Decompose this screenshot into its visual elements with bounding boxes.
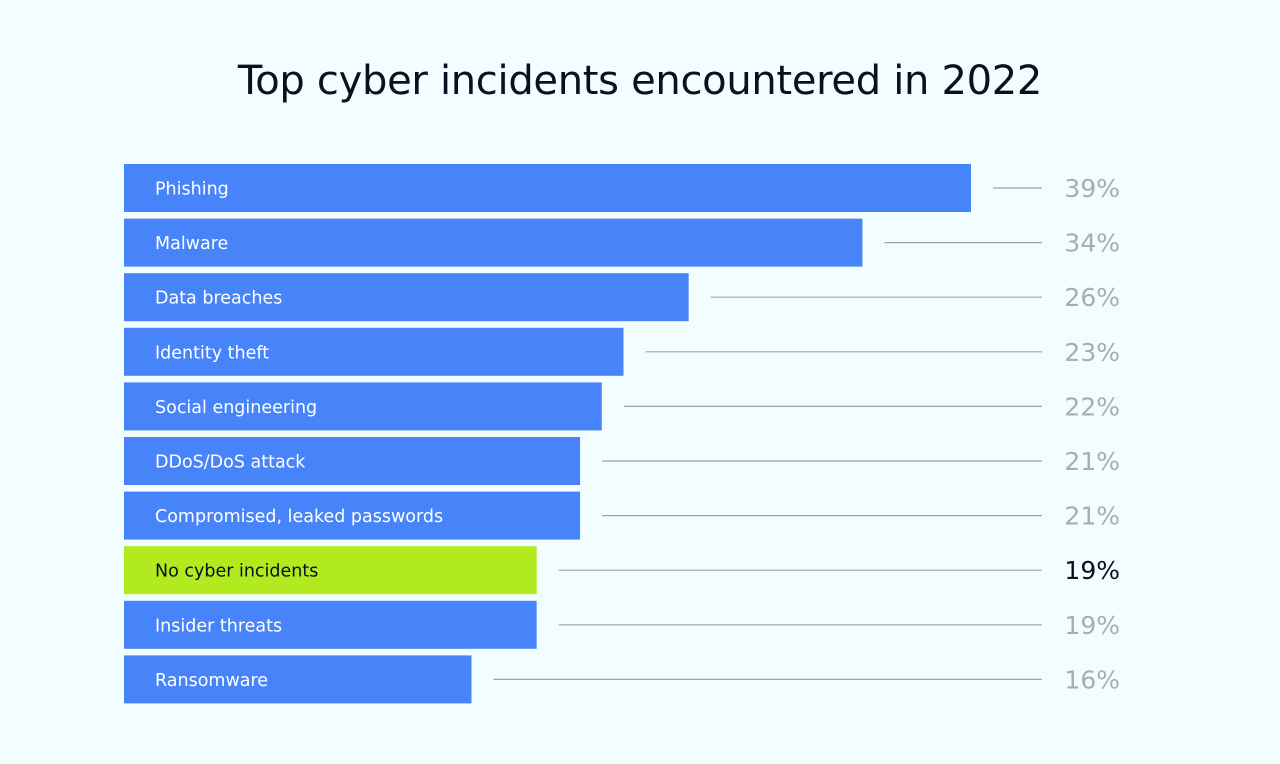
value-label-ransomware: 16% <box>1064 665 1120 694</box>
bar-row-no-cyber-incidents: No cyber incidents 19% <box>124 546 1120 595</box>
bar-row-social-engineering: Social engineering 22% <box>124 382 1120 431</box>
bar-label-ransomware: Ransomware <box>155 671 268 691</box>
bar-label-ddos-dos-attack: DDoS/DoS attack <box>155 453 306 473</box>
bar-row-identity-theft: Identity theft 23% <box>124 327 1120 376</box>
bar-social-engineering <box>124 382 602 431</box>
bar-label-malware: Malware <box>155 234 228 254</box>
bar-label-social-engineering: Social engineering <box>155 398 317 418</box>
bar-label-insider-threats: Insider threats <box>155 616 282 636</box>
bar-identity-theft <box>124 327 624 376</box>
value-label-identity-theft: 23% <box>1064 338 1120 367</box>
value-label-compromised-leaked-passwords: 21% <box>1064 502 1120 531</box>
bar-row-ransomware: Ransomware 16% <box>124 655 1120 704</box>
value-label-malware: 34% <box>1064 229 1120 258</box>
bar-label-no-cyber-incidents: No cyber incidents <box>155 562 318 582</box>
bar-no-cyber-incidents <box>124 546 537 595</box>
chart-title: Top cyber incidents encountered in 2022 <box>237 58 1043 104</box>
bar-row-insider-threats: Insider threats 19% <box>124 600 1120 649</box>
bar-row-ddos-dos-attack: DDoS/DoS attack 21% <box>124 437 1120 485</box>
bar-row-compromised-leaked-passwords: Compromised, leaked passwords 21% <box>124 491 1120 540</box>
value-label-no-cyber-incidents: 19% <box>1064 556 1120 585</box>
value-label-social-engineering: 22% <box>1064 392 1120 421</box>
bar-label-compromised-leaked-passwords: Compromised, leaked passwords <box>155 507 443 527</box>
value-label-data-breaches: 26% <box>1064 283 1120 312</box>
bar-data-breaches <box>124 273 689 322</box>
bar-row-phishing: Phishing 39% <box>124 164 1120 212</box>
bar-label-data-breaches: Data breaches <box>155 289 282 309</box>
bar-row-malware: Malware 34% <box>124 218 1120 267</box>
bar-ransomware <box>124 655 472 704</box>
value-label-insider-threats: 19% <box>1064 611 1120 640</box>
bar-label-identity-theft: Identity theft <box>155 343 269 363</box>
value-label-phishing: 39% <box>1064 174 1120 203</box>
bar-phishing <box>124 164 971 212</box>
bar-insider-threats <box>124 600 537 649</box>
bar-label-phishing: Phishing <box>155 180 229 200</box>
bar-ddos-dos-attack <box>124 437 581 485</box>
bar-malware <box>124 218 863 267</box>
bar-row-data-breaches: Data breaches 26% <box>124 273 1120 322</box>
value-label-ddos-dos-attack: 21% <box>1064 447 1120 476</box>
bar-compromised-leaked-passwords <box>124 491 581 540</box>
